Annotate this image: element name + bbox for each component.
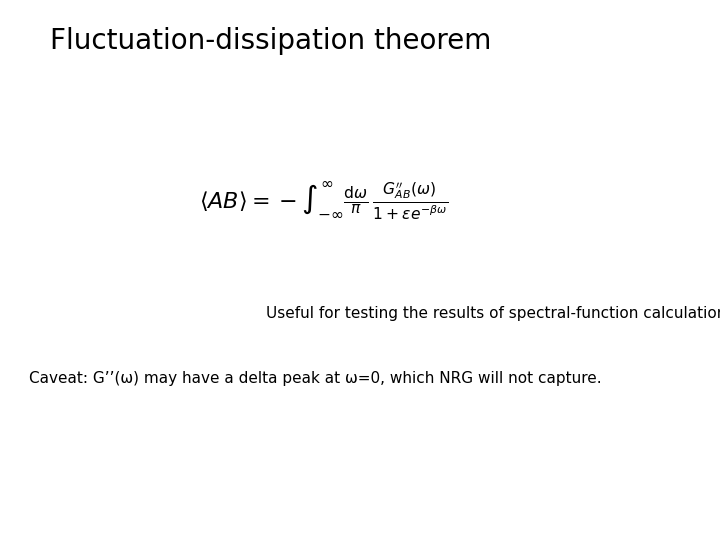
Text: Caveat: G’’(ω) may have a delta peak at ω=0, which NRG will not capture.: Caveat: G’’(ω) may have a delta peak at … <box>29 370 601 386</box>
Text: Fluctuation-dissipation theorem: Fluctuation-dissipation theorem <box>50 27 492 55</box>
Text: $\langle AB\rangle = -\int_{-\infty}^{\infty} \frac{\mathrm{d}\omega}{\pi}\,\fra: $\langle AB\rangle = -\int_{-\infty}^{\i… <box>199 179 449 220</box>
Text: Useful for testing the results of spectral-function calculations!: Useful for testing the results of spectr… <box>266 306 720 321</box>
